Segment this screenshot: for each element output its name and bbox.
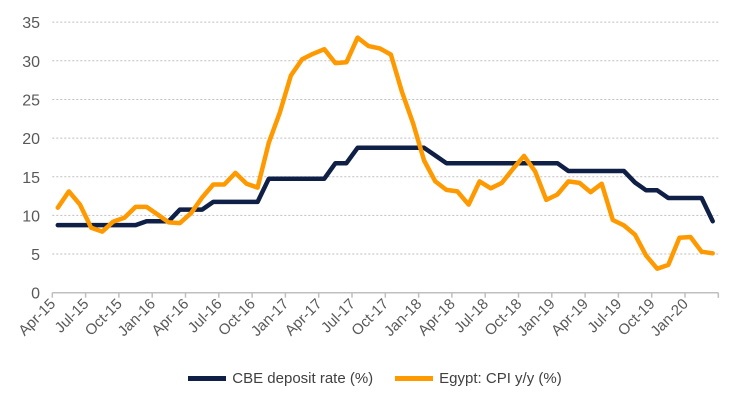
y-tick-label: 30 bbox=[22, 54, 40, 71]
legend-item-cpi: Egypt: CPI y/y (%) bbox=[395, 370, 562, 387]
series-line-egypt-cpi bbox=[55, 35, 715, 271]
y-tick-label: 0 bbox=[31, 286, 40, 303]
legend-swatch-cbe bbox=[188, 376, 227, 381]
y-tick-label: 25 bbox=[22, 92, 40, 109]
x-tick-label: Apr-16 bbox=[148, 296, 192, 340]
x-tick-label: Apr-19 bbox=[548, 296, 592, 340]
y-tick-label: 5 bbox=[31, 247, 40, 264]
legend-label-cbe: CBE deposit rate (%) bbox=[232, 370, 374, 387]
x-tick-label: Apr-18 bbox=[415, 296, 459, 340]
x-tick-label: Jan-19 bbox=[514, 296, 558, 340]
x-axis: Apr-15Jul-15Oct-15Jan-16Apr-16Jul-16Oct-… bbox=[15, 291, 720, 340]
series-lines bbox=[55, 35, 715, 271]
x-tick-label: Apr-17 bbox=[282, 296, 326, 340]
y-tick-label: 10 bbox=[22, 208, 40, 225]
gridlines bbox=[52, 21, 719, 255]
y-tick-label: 15 bbox=[22, 170, 40, 187]
x-tick-label: Jan-20 bbox=[647, 296, 691, 340]
legend: CBE deposit rate (%) Egypt: CPI y/y (%) bbox=[0, 370, 750, 387]
x-tick-label: Jan-16 bbox=[115, 296, 159, 340]
legend-label-cpi: Egypt: CPI y/y (%) bbox=[439, 370, 562, 387]
y-tick-label: 35 bbox=[22, 15, 40, 32]
x-tick-label: Jan-17 bbox=[248, 296, 292, 340]
y-tick-label: 20 bbox=[22, 131, 40, 148]
y-axis: 0 5 10 15 20 25 30 35 bbox=[22, 15, 40, 303]
x-tick-label: Jan-18 bbox=[381, 296, 425, 340]
legend-swatch-cpi bbox=[395, 376, 434, 381]
legend-item-cbe: CBE deposit rate (%) bbox=[188, 370, 373, 387]
